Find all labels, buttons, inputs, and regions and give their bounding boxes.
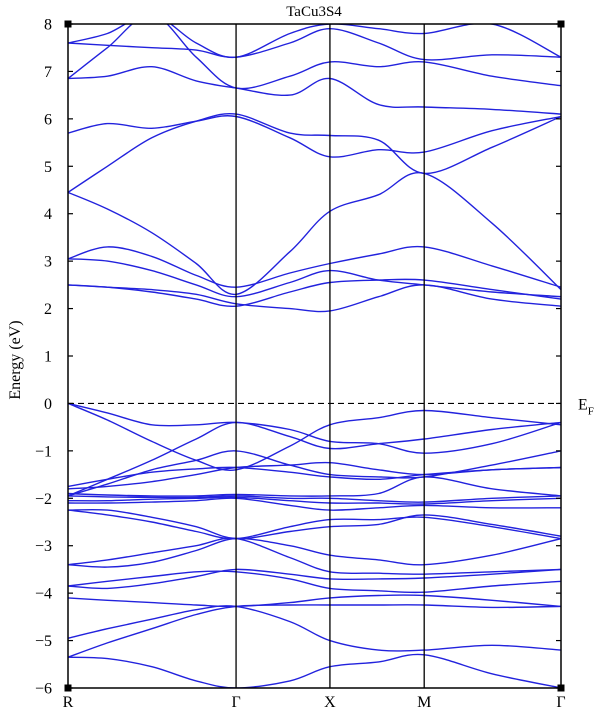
band-line-28 [68,65,561,115]
y-axis-ticks: −6 −5 −4 −3 −2 −1 0 1 2 3 4 5 6 7 8 [35,17,561,698]
band-line-18 [68,421,561,497]
band-line-7 [68,537,561,575]
band-line-11 [68,497,561,511]
y-tick-label: 2 [44,301,52,318]
y-tick-label: −5 [35,633,52,650]
x-tick-label: M [417,694,431,711]
plot-frame [67,23,562,689]
band-line-30 [68,27,561,61]
band-line-26 [68,112,561,193]
chart-title: TaCu3S4 [286,4,342,20]
band-line-25 [68,172,561,296]
fermi-level: EF [68,396,594,417]
band-line-31 [68,24,561,59]
x-tick-label: Γ [231,694,240,711]
y-axis-label: Energy (eV) [7,320,24,399]
band-line-23 [68,258,561,298]
y-tick-label: 1 [44,349,52,366]
band-line-12 [68,496,561,505]
band-line-20 [68,402,561,471]
y-tick-label: 7 [44,64,52,81]
band-line-5 [68,570,561,594]
y-tick-label: 4 [44,206,52,223]
band-line-6 [68,568,561,590]
band-line-1 [68,653,561,688]
y-tick-label: 0 [44,396,52,413]
y-tick-label: 8 [44,17,52,34]
fermi-label: EF [578,396,594,417]
fermi-label-sub: F [588,405,594,417]
band-line-9 [68,509,561,540]
bands-layer [68,24,561,688]
y-tick-label: 3 [44,254,52,271]
band-line-27 [68,115,561,158]
band-line-22 [68,278,561,308]
band-line-4 [68,594,561,608]
band-line-24 [68,245,561,288]
band-line-13 [68,495,561,503]
band-line-3 [68,605,561,652]
band-line-14 [68,476,561,497]
band-line-8 [68,537,561,568]
y-tick-label: −6 [35,681,52,698]
band-line-17 [68,450,561,497]
band-line-2 [68,604,561,658]
y-tick-label: −3 [35,538,52,555]
x-tick-label: X [324,694,336,711]
y-tick-label: −2 [35,491,52,508]
y-tick-label: −4 [35,586,52,603]
band-line-10 [68,508,561,540]
x-tick-label: Γ [556,694,565,711]
x-tick-label: R [63,694,74,711]
y-tick-label: −1 [35,443,52,460]
band-line-21 [68,284,561,313]
band-line-29 [68,24,561,90]
band-line-19 [68,402,561,454]
high-symmetry-lines [64,20,565,692]
y-tick-label: 5 [44,159,52,176]
y-tick-label: 6 [44,111,52,128]
